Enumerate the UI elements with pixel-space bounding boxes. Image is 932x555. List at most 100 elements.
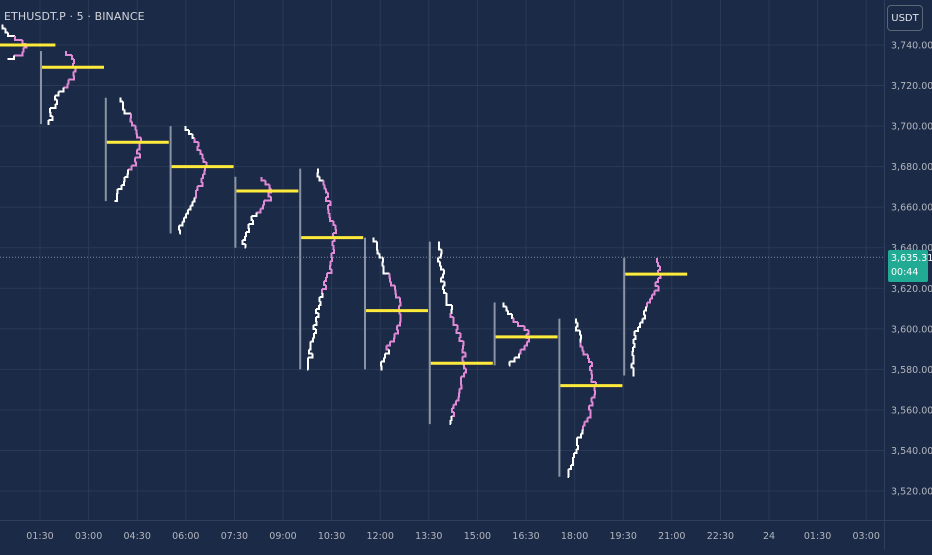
profile-step (464, 365, 466, 369)
profile-step (123, 106, 125, 110)
profile-step (324, 181, 325, 185)
profile-step (128, 165, 132, 169)
profile-step (396, 293, 400, 297)
profile-step (193, 198, 195, 202)
profile-step (118, 185, 122, 189)
profile-step (320, 177, 324, 181)
profile-step (186, 210, 188, 214)
profile-step (592, 378, 596, 382)
profile-step (122, 181, 124, 185)
symbol-label[interactable]: ETHUSDT.P · 5 · BINANCE (4, 10, 145, 23)
time-tick-label: 03:00 (75, 531, 102, 542)
profile-step (576, 319, 577, 323)
profile-step (378, 250, 380, 254)
profile-step (330, 261, 331, 265)
profile-step (330, 213, 331, 217)
profile-step (311, 337, 313, 341)
profile-step (591, 370, 592, 374)
profile-step (135, 157, 136, 161)
profile-step (633, 371, 634, 375)
profile-step (196, 186, 198, 190)
profile-step (644, 311, 645, 315)
profile-step (200, 150, 202, 154)
profile-step (647, 298, 650, 302)
profile-step (646, 302, 647, 306)
profile-step (189, 130, 193, 134)
profile-step (589, 358, 592, 362)
profile-step (202, 154, 203, 158)
profile-step (444, 289, 447, 293)
profile-step (136, 126, 137, 130)
profile-step (633, 339, 634, 343)
profile-step (328, 209, 329, 213)
profile-step (197, 182, 202, 186)
profile-step (594, 390, 595, 394)
profile-step (443, 269, 444, 273)
profile-step (656, 278, 658, 282)
profile-step (245, 232, 246, 236)
profile-step (203, 170, 205, 174)
profile-step (51, 112, 53, 116)
profile-step (457, 325, 458, 329)
profile-step (462, 357, 463, 361)
profile-step (261, 204, 263, 208)
profile-step (397, 325, 398, 329)
profile-step (592, 394, 595, 398)
profile-step (514, 354, 519, 358)
time-tick-label: 10:30 (318, 531, 345, 542)
time-tick-label: 21:00 (658, 531, 685, 542)
price-tick-label: 3,540.00 (891, 446, 932, 457)
profile-step (581, 429, 582, 433)
profile-step (320, 293, 323, 297)
profile-step (638, 323, 640, 327)
profile-step (461, 380, 462, 384)
profile-step (577, 441, 578, 445)
profile-step (377, 246, 378, 250)
profile-step (652, 290, 654, 294)
profile-step (269, 185, 271, 189)
profile-step (73, 59, 74, 63)
profile-step (8, 32, 15, 36)
price-tick-label: 3,620.00 (891, 284, 932, 295)
profile-step (386, 341, 390, 345)
profile-step (512, 314, 514, 318)
time-tick-label: 03:00 (853, 531, 880, 542)
profile-step (588, 354, 589, 358)
last-price-tag: 3,635.31 00:44 (888, 250, 928, 282)
profile-step (571, 461, 573, 465)
profile-step (440, 261, 441, 265)
volume-profile (171, 126, 234, 233)
currency-button[interactable]: USDT (887, 5, 923, 31)
profile-step (583, 421, 585, 425)
profile-step (72, 55, 74, 59)
profile-step (261, 177, 265, 181)
profile-step (441, 265, 444, 269)
time-tick-label: 12:00 (367, 531, 394, 542)
last-price-value: 3,635.31 (891, 252, 928, 266)
profile-step (453, 400, 456, 404)
profile-step (395, 286, 396, 290)
profile-step (569, 465, 571, 469)
profile-step (309, 345, 311, 349)
profile-step (446, 301, 452, 305)
profile-step (514, 318, 518, 322)
profile-step (458, 392, 459, 396)
profile-step (584, 418, 587, 422)
profile-step (400, 297, 401, 301)
profile-step (265, 181, 269, 185)
price-tick-label: 3,660.00 (891, 203, 932, 214)
profile-step (48, 120, 49, 124)
profile-step (114, 197, 117, 201)
volume-profiles (0, 25, 687, 477)
profile-step (50, 104, 56, 108)
volume-profile (559, 319, 622, 477)
profile-step (459, 333, 460, 337)
profile-step (391, 282, 395, 286)
price-tick-label: 3,560.00 (891, 405, 932, 416)
profile-step (124, 173, 127, 177)
profile-step (577, 433, 581, 437)
profile-step (198, 142, 199, 146)
